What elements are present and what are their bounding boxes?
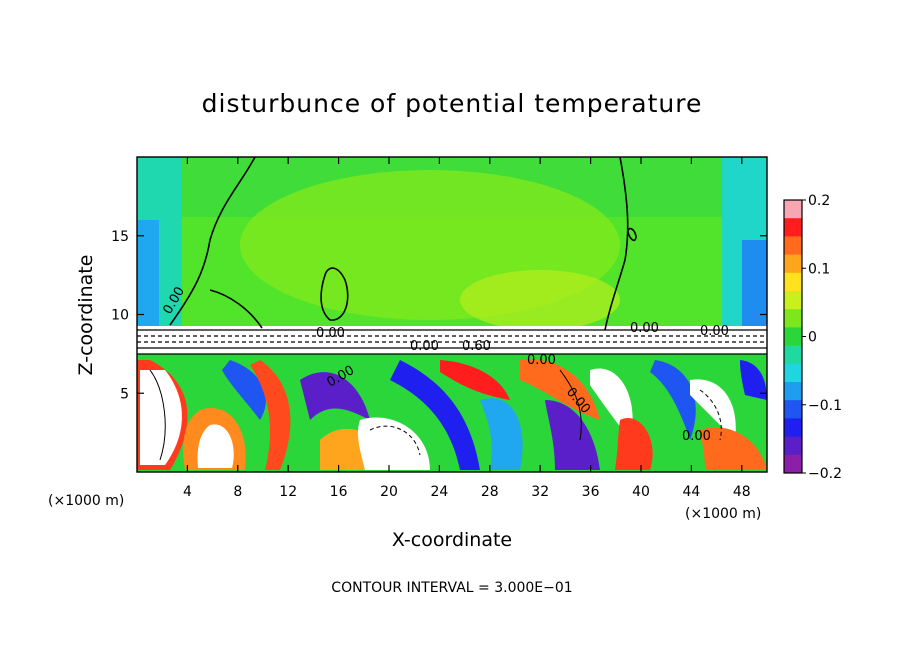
y-axis-label: Z-coordinate: [75, 255, 97, 376]
colorbar-cell: [784, 436, 802, 456]
field-eddies: [137, 359, 767, 470]
x-tick-label: 28: [481, 484, 499, 500]
x-tick-label: 20: [380, 484, 398, 500]
contour-label: 0.00: [630, 321, 659, 336]
y-axis-ticks: 5 10 15: [111, 229, 767, 402]
colorbar-cell: [784, 218, 802, 237]
x-tick-label: 12: [279, 484, 297, 500]
contour-label: 0.00: [410, 339, 439, 354]
colorbar-cell: [784, 272, 802, 292]
colorbar-cell: [784, 254, 802, 274]
colorbar-ticks: 0.2 0.1 0 −0.1 −0.2: [802, 193, 842, 482]
contour-interval-label: CONTOUR INTERVAL = 3.000E−01: [331, 580, 572, 596]
contour-label: 0.00: [700, 324, 729, 339]
colorbar-tick-label: −0.2: [808, 466, 842, 482]
x-tick-label: 8: [233, 484, 242, 500]
colorbar-cell: [784, 327, 802, 347]
contour-lines: [137, 157, 767, 461]
x-tick-label: 36: [582, 484, 600, 500]
x-axis-ticks: 4 8 12 16 20 24 28 32 36 40 44 48: [183, 157, 751, 500]
contour-label: 0.00: [316, 326, 345, 341]
colorbar-tick-label: −0.1: [808, 398, 842, 414]
y-tick-label: 10: [111, 308, 129, 324]
y-tick-label: 5: [120, 386, 129, 402]
x-axis-unit: (×1000 m): [685, 506, 761, 522]
x-tick-label: 48: [733, 484, 751, 500]
contour-label: 0.00: [682, 429, 711, 444]
x-axis-label: X-coordinate: [392, 529, 512, 551]
x-tick-label: 40: [632, 484, 650, 500]
x-tick-label: 32: [531, 484, 549, 500]
field-left-edge-cold: [137, 220, 159, 330]
contour-label: 0.60: [462, 339, 491, 354]
colorbar: 0.2 0.1 0 −0.1 −0.2: [783, 193, 842, 482]
colorbar-cell: [784, 363, 802, 383]
field-right-edge-cold: [742, 240, 767, 330]
colorbar-cell: [784, 291, 802, 310]
x-tick-label: 24: [430, 484, 448, 500]
colorbar-cell: [784, 345, 802, 365]
colorbar-cell: [784, 454, 802, 474]
contour-label: 0.00: [527, 353, 556, 368]
colorbar-cell: [784, 400, 802, 419]
field-warm-patch: [460, 270, 620, 330]
colorbar-cell: [784, 309, 802, 328]
field-inversion-band: [137, 326, 767, 354]
colorbar-tick-label: 0.1: [808, 261, 830, 277]
y-tick-label: 15: [111, 229, 129, 245]
colorbar-tick-label: 0.2: [808, 193, 830, 209]
heatmap-field: 0.00 0.00 0.00 0.00 0.00 0.60 0.00 0.00 …: [137, 157, 767, 472]
x-tick-label: 4: [183, 484, 192, 500]
colorbar-tick-label: 0: [808, 330, 817, 346]
colorbar-cell: [784, 418, 802, 438]
x-tick-label: 16: [330, 484, 348, 500]
colorbar-cells: [784, 200, 802, 474]
colorbar-cell: [784, 236, 802, 256]
y-axis-unit: (×1000 m): [48, 493, 124, 509]
x-tick-label: 44: [682, 484, 700, 500]
chart-title: disturbunce of potential temperature: [202, 89, 703, 118]
colorbar-cell: [784, 382, 802, 401]
colorbar-cell: [784, 200, 802, 219]
